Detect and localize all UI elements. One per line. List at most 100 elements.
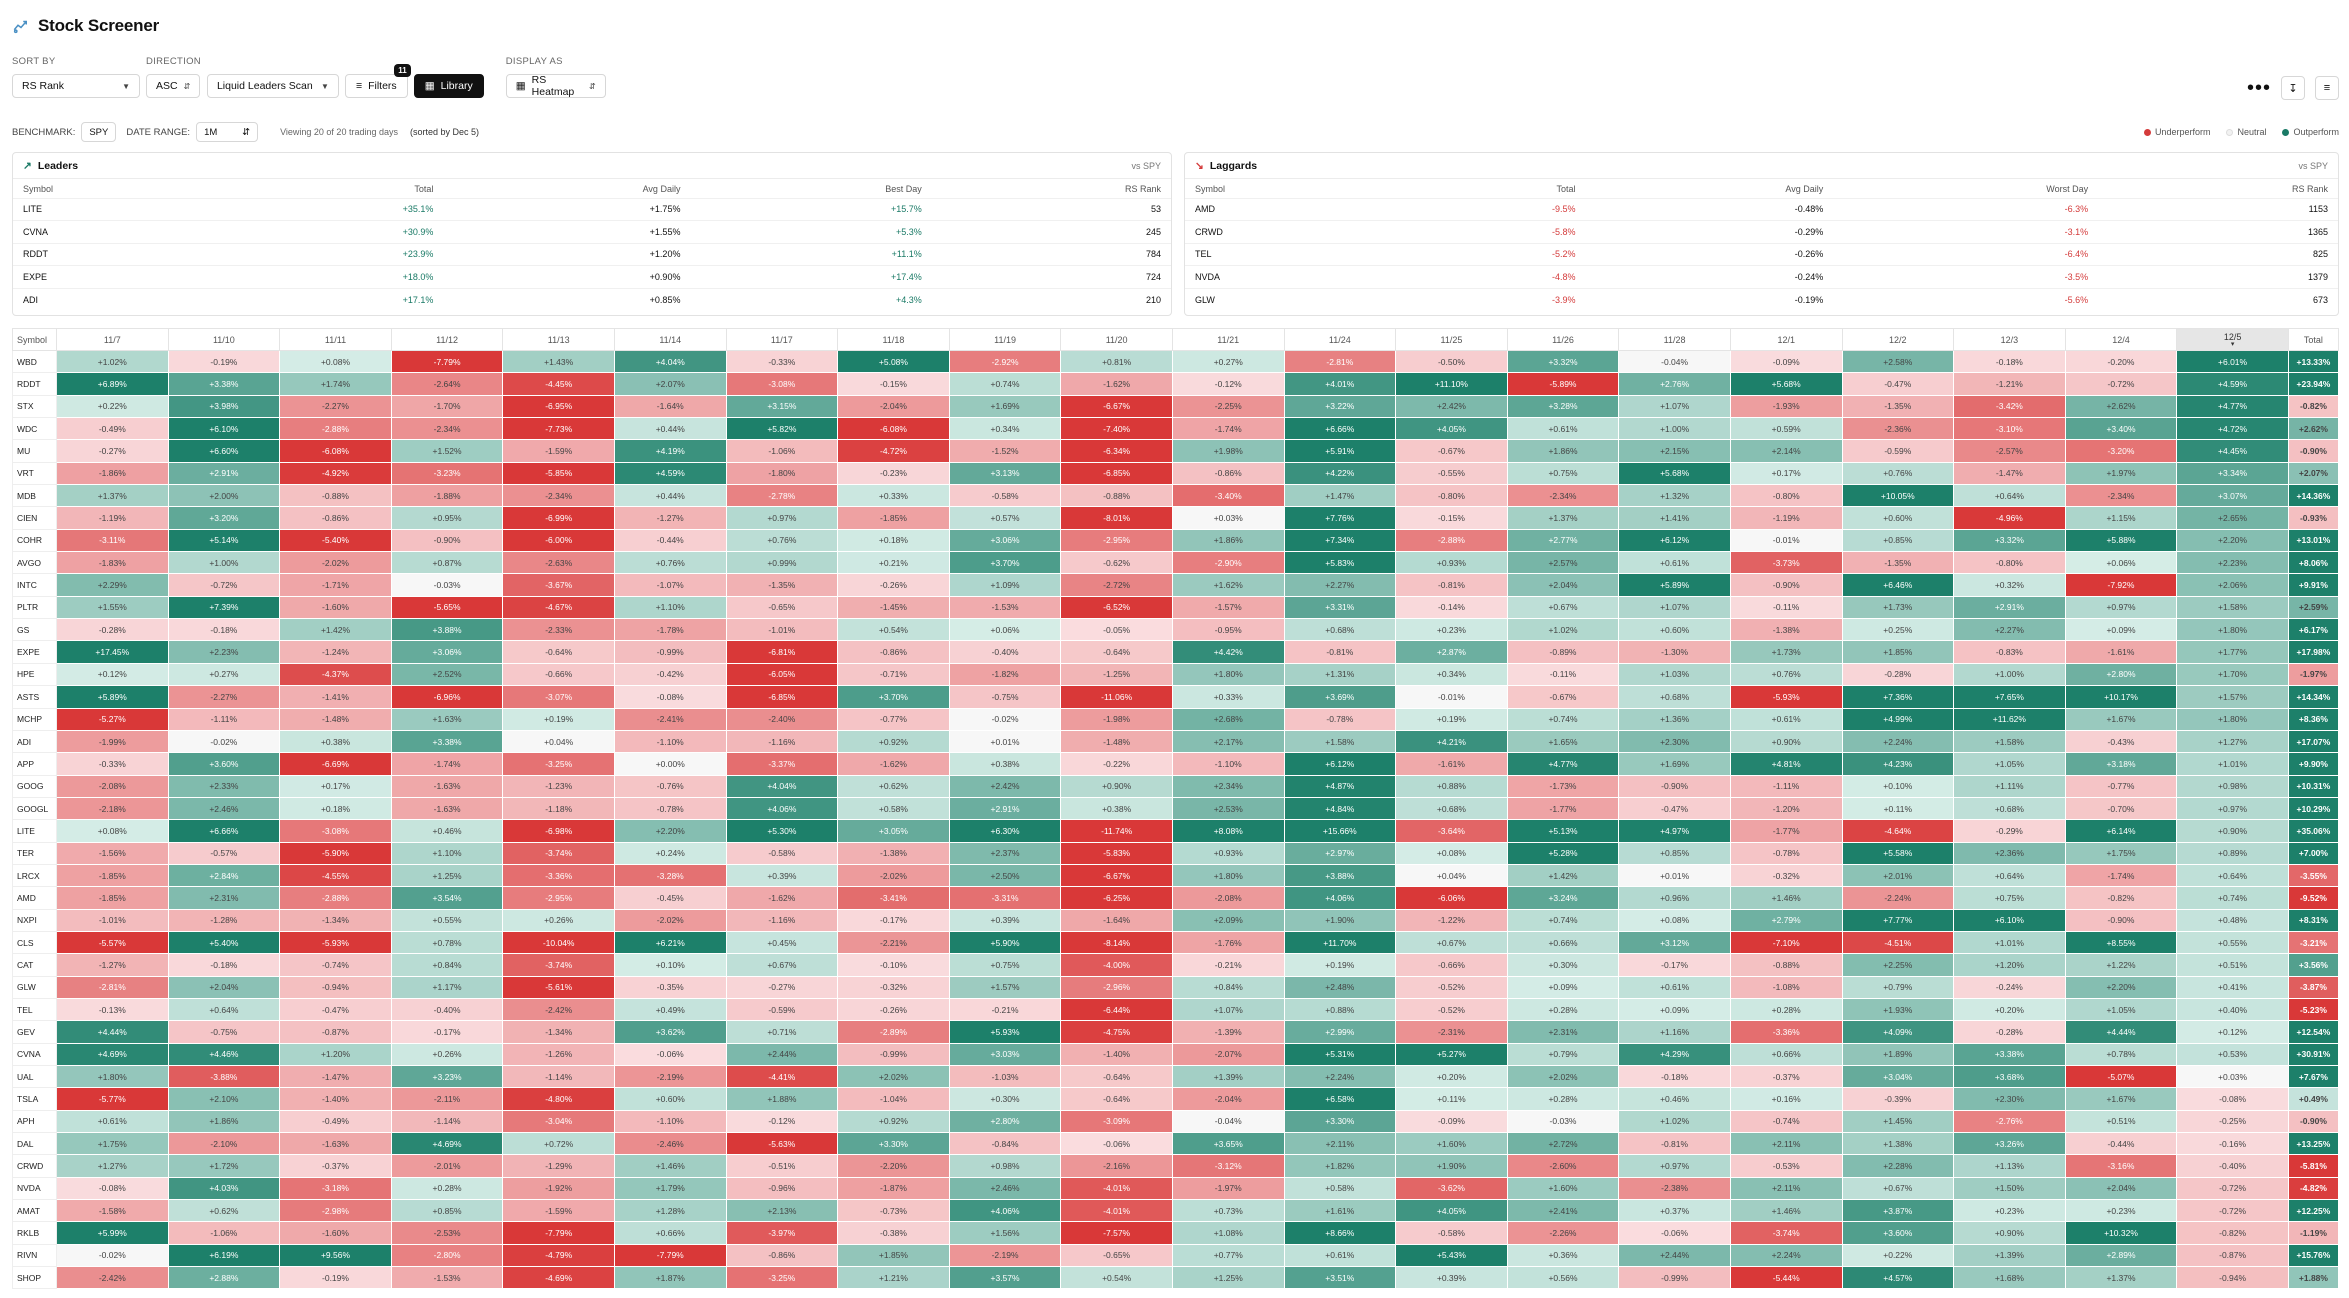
heatmap-cell[interactable]: -0.47% <box>279 997 392 1022</box>
heatmap-cell[interactable]: -0.12% <box>1171 372 1285 396</box>
heatmap-cell[interactable]: -0.95% <box>1171 618 1285 642</box>
heatmap-cell[interactable]: +0.68% <box>1395 796 1508 821</box>
heatmap-cell[interactable]: -1.01% <box>56 908 169 932</box>
heatmap-row[interactable]: TEL -0.13% +0.64% -0.47% -0.40% -2.42% +0.49% -… <box>12 997 2340 1022</box>
heatmap-cell[interactable]: -1.24% <box>279 640 392 664</box>
heatmap-cell[interactable]: -1.71% <box>279 573 392 597</box>
heatmap-cell[interactable]: -4.67% <box>502 595 615 620</box>
heatmap-cell[interactable]: +1.72% <box>167 1154 281 1178</box>
heatmap-cell[interactable]: +3.88% <box>1283 863 1397 888</box>
heatmap-cell[interactable]: +1.15% <box>2064 506 2178 530</box>
heatmap-header-11-7[interactable]: 11/7 <box>56 328 169 351</box>
display-as-select[interactable]: ▦ RS Heatmap ⇵ <box>505 74 606 98</box>
heatmap-header-11-26[interactable]: 11/26 <box>1506 328 1620 351</box>
heatmap-cell[interactable]: +2.27% <box>1953 618 2066 642</box>
heatmap-cell[interactable]: +1.86% <box>1171 528 1285 553</box>
heatmap-cell[interactable]: +0.64% <box>1953 484 2066 508</box>
heatmap-cell[interactable]: -2.80% <box>390 1243 504 1268</box>
heatmap-cell[interactable]: +0.81% <box>1060 349 1173 374</box>
heatmap-cell[interactable]: -0.88% <box>1729 953 1843 977</box>
heatmap-cell[interactable]: +1.37% <box>56 484 169 508</box>
heatmap-cell[interactable]: +0.01% <box>948 729 1062 754</box>
heatmap-row[interactable]: ASTS +5.89% -2.27% -1.41% -6.96% -3.07% -0.08%… <box>12 685 2340 709</box>
heatmap-cell[interactable]: -0.26% <box>837 997 950 1022</box>
heatmap-cell[interactable]: +0.00% <box>613 752 727 776</box>
heatmap-cell[interactable]: +5.89% <box>1618 573 1731 597</box>
heatmap-cell[interactable]: +3.07% <box>2176 484 2289 508</box>
heatmap-cell[interactable]: -3.23% <box>390 461 504 486</box>
heatmap-cell[interactable]: -0.21% <box>1171 953 1285 977</box>
heatmap-cell[interactable]: +2.42% <box>1395 394 1508 419</box>
heatmap-cell[interactable]: +5.31% <box>1283 1042 1397 1067</box>
heatmap-cell[interactable]: +6.19% <box>167 1243 281 1268</box>
heatmap-cell[interactable]: -6.44% <box>1060 997 1173 1022</box>
heatmap-cell[interactable]: -0.74% <box>279 953 392 977</box>
heatmap-cell[interactable]: -1.85% <box>56 886 169 910</box>
heatmap-cell[interactable]: +2.53% <box>1171 796 1285 821</box>
heatmap-cell[interactable]: -1.38% <box>837 841 950 865</box>
heatmap-cell[interactable]: +10.05% <box>1841 484 1955 508</box>
heatmap-cell[interactable]: +1.25% <box>390 863 504 888</box>
heatmap-cell[interactable]: -1.40% <box>1060 1042 1173 1067</box>
heatmap-symbol[interactable]: NVDA <box>12 1176 57 1201</box>
heatmap-cell[interactable]: +1.85% <box>837 1243 950 1268</box>
heatmap-cell[interactable]: -0.33% <box>56 752 169 776</box>
heatmap-cell[interactable]: -0.26% <box>837 573 950 597</box>
heatmap-cell[interactable]: +0.39% <box>948 908 1062 932</box>
heatmap-cell[interactable]: +5.83% <box>1283 551 1397 575</box>
heatmap-cell[interactable]: -1.27% <box>613 506 727 530</box>
heatmap-cell[interactable]: +1.63% <box>390 707 504 731</box>
heatmap-cell[interactable]: +3.38% <box>1953 1042 2066 1067</box>
heatmap-cell[interactable]: +1.39% <box>1953 1243 2066 1268</box>
heatmap-cell[interactable]: +0.04% <box>1395 863 1508 888</box>
heatmap-cell[interactable]: +3.98% <box>167 394 281 419</box>
heatmap-cell[interactable]: +2.65% <box>2176 506 2289 530</box>
heatmap-cell[interactable]: +1.80% <box>2176 707 2289 731</box>
heatmap-cell[interactable]: -0.28% <box>1841 662 1955 687</box>
heatmap-cell[interactable]: -0.29% <box>1953 819 2066 843</box>
laggards-header-2[interactable]: Avg Daily <box>1785 184 1824 195</box>
heatmap-cell[interactable]: -0.90% <box>1618 774 1731 798</box>
heatmap-cell[interactable]: -0.72% <box>2064 372 2178 396</box>
heatmap-cell[interactable]: -0.09% <box>1729 349 1843 374</box>
heatmap-cell[interactable]: +0.44% <box>613 484 727 508</box>
heatmap-cell[interactable]: +1.27% <box>2176 729 2289 754</box>
heatmap-cell[interactable]: -2.38% <box>1618 1176 1731 1201</box>
heatmap-cell[interactable]: -1.22% <box>1395 908 1508 932</box>
heatmap-row[interactable]: MU -0.27% +6.60% -6.08% +1.52% -1.59% +4.19% -1… <box>12 439 2340 463</box>
heatmap-cell[interactable]: -1.35% <box>1841 394 1955 419</box>
heatmap-cell[interactable]: +1.39% <box>1171 1064 1285 1089</box>
heatmap-cell[interactable]: -3.04% <box>502 1109 615 1134</box>
heatmap-row[interactable]: LRCX -1.85% +2.84% -4.55% +1.25% -3.36% -3.28%… <box>12 863 2340 888</box>
heatmap-cell[interactable]: -2.19% <box>948 1243 1062 1268</box>
benchmark-input[interactable]: SPY <box>81 122 117 142</box>
heatmap-cell[interactable]: +1.86% <box>1506 439 1620 463</box>
heatmap-row[interactable]: RIVN -0.02% +6.19% +9.56% -2.80% -4.79% -7.79%… <box>12 1243 2340 1268</box>
heatmap-cell[interactable]: -0.59% <box>725 997 839 1022</box>
heatmap-cell[interactable]: +1.01% <box>2176 752 2289 776</box>
heatmap-cell[interactable]: -1.62% <box>837 752 950 776</box>
heatmap-cell[interactable]: +0.77% <box>1171 1243 1285 1268</box>
heatmap-cell[interactable]: +1.98% <box>1171 439 1285 463</box>
heatmap-cell[interactable]: +2.23% <box>2176 551 2289 575</box>
heatmap-cell[interactable]: +0.24% <box>613 841 727 865</box>
heatmap-cell[interactable]: +1.58% <box>1283 729 1397 754</box>
heatmap-cell[interactable]: +5.40% <box>167 930 281 955</box>
heatmap-cell[interactable]: +6.21% <box>613 930 727 955</box>
heatmap-cell[interactable]: +4.97% <box>1618 819 1731 843</box>
heatmap-cell[interactable]: -2.34% <box>502 484 615 508</box>
heatmap-cell[interactable]: -0.17% <box>390 1020 504 1044</box>
heatmap-cell[interactable]: -4.01% <box>1060 1176 1173 1201</box>
heatmap-row[interactable]: RDDT +6.89% +3.38% +1.74% -2.64% -4.45% +2.07%… <box>12 372 2340 396</box>
heatmap-cell[interactable]: -0.32% <box>1729 863 1843 888</box>
heatmap-cell[interactable]: -7.40% <box>1060 417 1173 441</box>
heatmap-cell[interactable]: +6.66% <box>167 819 281 843</box>
heatmap-cell[interactable]: -0.52% <box>1395 975 1508 999</box>
heatmap-cell[interactable]: -1.60% <box>279 1221 392 1245</box>
heatmap-cell[interactable]: +0.76% <box>613 551 727 575</box>
heatmap-cell[interactable]: -2.04% <box>837 394 950 419</box>
heatmap-cell[interactable]: -0.75% <box>948 685 1062 709</box>
heatmap-cell[interactable]: +3.68% <box>1953 1064 2066 1089</box>
heatmap-cell[interactable]: +5.89% <box>56 685 169 709</box>
heatmap-row[interactable]: AMAT -1.58% +0.62% -2.98% +0.85% -1.59% +1.28%… <box>12 1199 2340 1223</box>
